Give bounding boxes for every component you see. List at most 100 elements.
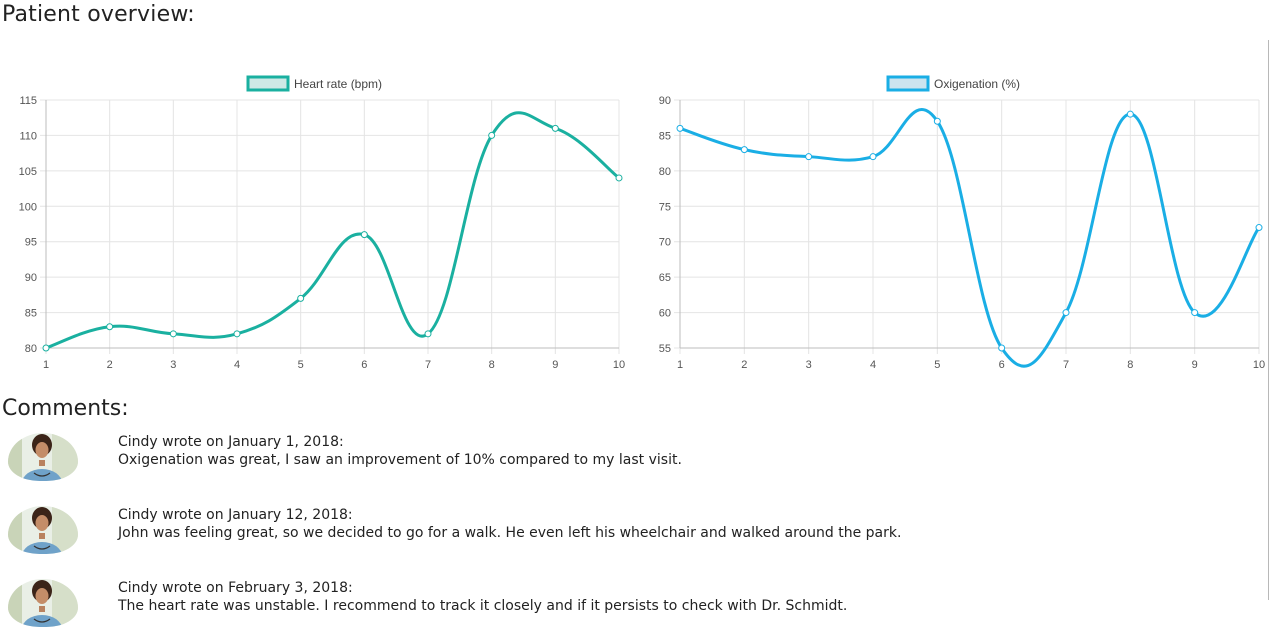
y-tick-label: 95 [25, 237, 37, 249]
data-point [676, 124, 684, 132]
avatar [8, 579, 78, 627]
comment-body: John was feeling great, so we decided to… [118, 525, 902, 541]
comment-text: Cindy wrote on January 1, 2018: Oxigenat… [118, 433, 682, 469]
x-tick-label: 5 [298, 359, 304, 371]
comment-header: Cindy wrote on January 1, 2018: [118, 434, 344, 450]
comment-text: Cindy wrote on February 3, 2018: The hea… [118, 579, 847, 615]
data-point [933, 117, 941, 125]
avatar-face [35, 442, 49, 458]
avatar-wall [8, 579, 22, 627]
y-tick-label: 90 [659, 95, 671, 107]
x-tick-label: 7 [1063, 359, 1069, 371]
y-tick-label: 90 [25, 272, 37, 284]
y-tick-label: 110 [19, 130, 37, 142]
y-tick-label: 85 [659, 130, 671, 142]
data-point [1191, 309, 1199, 317]
x-tick-label: 3 [806, 359, 812, 371]
avatar-neck [39, 460, 45, 466]
comment-text: Cindy wrote on January 12, 2018: John wa… [118, 506, 901, 542]
y-tick-label: 80 [25, 343, 37, 355]
data-point [360, 231, 368, 239]
data-point [424, 330, 432, 338]
legend-swatch [246, 75, 290, 92]
y-tick-label: 60 [659, 308, 671, 320]
data-point [551, 124, 559, 132]
y-tick-label: 65 [659, 272, 671, 284]
data-point [1126, 110, 1134, 118]
x-tick-label: 6 [999, 359, 1005, 371]
x-tick-label: 4 [870, 359, 876, 371]
data-point [488, 131, 496, 139]
x-tick-label: 10 [613, 359, 625, 371]
data-point [740, 146, 748, 154]
avatar-stethoscope [33, 618, 51, 623]
comment-item: Cindy wrote on February 3, 2018: The hea… [0, 579, 1260, 641]
x-tick-label: 4 [234, 359, 240, 371]
data-point [998, 344, 1006, 352]
avatar-scrubs [22, 469, 62, 481]
avatar [8, 433, 78, 481]
data-point [869, 153, 877, 161]
data-point [805, 153, 813, 161]
comment-header: Cindy wrote on January 12, 2018: [118, 507, 353, 523]
data-point [233, 330, 241, 338]
series-line [679, 108, 1261, 368]
y-tick-label: 105 [19, 166, 37, 178]
chart-grid: 80 85 90 95 100 105 110 115 1 2 3 4 5 6 7 8 9 10 [19, 95, 625, 371]
comment-body: Oxigenation was great, I saw an improvem… [118, 452, 682, 468]
avatar-neck [39, 533, 45, 539]
y-tick-label: 80 [659, 166, 671, 178]
heart-rate-chart-svg: 80 85 90 95 100 105 110 115 1 2 3 4 5 6 7 8 9 10 Heart rat… [19, 75, 625, 371]
data-point [297, 294, 305, 302]
legend-label: Oxigenation (%) [934, 77, 1020, 91]
avatar-scrubs [22, 615, 62, 627]
avatar-neck [39, 606, 45, 612]
nurse-avatar-icon [8, 506, 78, 554]
x-tick-label: 2 [107, 359, 113, 371]
comment-header: Cindy wrote on February 3, 2018: [118, 580, 353, 596]
data-point [42, 344, 50, 352]
data-point [615, 174, 623, 182]
x-tick-label: 3 [170, 359, 176, 371]
avatar-face [35, 515, 49, 531]
heart-rate-chart: 80 85 90 95 100 105 110 115 1 2 3 4 5 6 7 8 9 10 Heart rat… [0, 70, 632, 380]
y-tick-label: 85 [25, 308, 37, 320]
page-title: Patient overview: [2, 2, 195, 27]
comment-item: Cindy wrote on January 1, 2018: Oxigenat… [0, 433, 1260, 495]
y-tick-label: 100 [19, 201, 37, 213]
chart-grid: 55 60 65 70 75 80 85 90 1 2 3 4 5 6 7 8 9 10 [659, 95, 1265, 371]
oxigenation-chart-svg: 55 60 65 70 75 80 85 90 1 2 3 4 5 6 7 8 9 10 Oxigenation (… [659, 75, 1265, 371]
avatar [8, 506, 78, 554]
comment-body: The heart rate was unstable. I recommend… [118, 598, 848, 614]
x-tick-label: 2 [741, 359, 747, 371]
avatar-stethoscope [33, 545, 51, 550]
data-point [1255, 224, 1263, 232]
x-tick-label: 1 [677, 359, 683, 371]
x-tick-label: 5 [934, 359, 940, 371]
nurse-avatar-icon [8, 579, 78, 627]
oxigenation-chart: 55 60 65 70 75 80 85 90 1 2 3 4 5 6 7 8 9 10 Oxigenation (… [634, 70, 1268, 380]
y-tick-label: 75 [659, 201, 671, 213]
comment-item: Cindy wrote on January 12, 2018: John wa… [0, 506, 1260, 568]
avatar-face [35, 588, 49, 604]
avatar-stethoscope [33, 472, 51, 477]
x-tick-label: 1 [43, 359, 49, 371]
data-point [1062, 309, 1070, 317]
y-tick-label: 55 [659, 343, 671, 355]
x-tick-label: 8 [1127, 359, 1133, 371]
x-tick-label: 8 [489, 359, 495, 371]
x-tick-label: 7 [425, 359, 431, 371]
y-tick-label: 70 [659, 237, 671, 249]
legend-swatch [886, 75, 930, 92]
data-point [169, 330, 177, 338]
x-tick-label: 6 [361, 359, 367, 371]
y-tick-label: 115 [19, 95, 37, 107]
data-point [106, 323, 114, 331]
page-divider [1268, 40, 1269, 600]
x-tick-label: 9 [552, 359, 558, 371]
avatar-wall [8, 506, 22, 554]
x-tick-label: 10 [1253, 359, 1265, 371]
avatar-wall [8, 433, 22, 481]
nurse-avatar-icon [8, 433, 78, 481]
legend-label: Heart rate (bpm) [294, 77, 382, 91]
